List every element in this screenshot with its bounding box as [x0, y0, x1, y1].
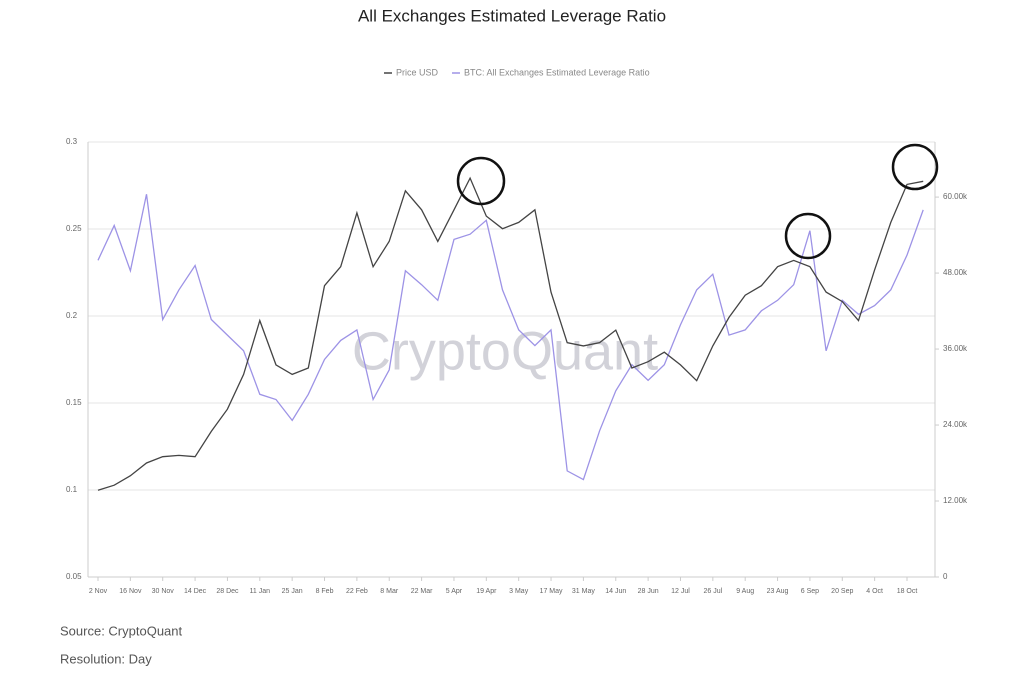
y-tick-label: 0.1: [66, 485, 78, 494]
x-tick-label: 17 May: [540, 588, 563, 595]
x-tick-label: 14 Dec: [184, 588, 207, 595]
x-tick-label: 9 Aug: [736, 588, 754, 595]
x-tick-label: 30 Nov: [152, 588, 175, 595]
x-tick-label: 8 Mar: [380, 588, 399, 595]
resolution: Resolution: Day: [60, 651, 152, 666]
x-tick-label: 2 Nov: [89, 588, 108, 595]
series-line: [97, 194, 924, 481]
highlight-circle: [456, 156, 506, 206]
x-tick-label: 19 Apr: [476, 588, 497, 595]
x-tick-label: 6 Sep: [801, 588, 819, 595]
y2-tick-label: 0: [943, 572, 948, 581]
watermark: CryptoQuant: [352, 321, 658, 381]
y2-tick-label: 12.00k: [943, 496, 968, 505]
x-tick-label: 11 Jan: [250, 588, 271, 595]
x-tick-label: 31 May: [572, 588, 595, 595]
x-tick-label: 26 Jul: [703, 588, 722, 595]
x-tick-label: 5 Apr: [446, 588, 463, 595]
x-tick-label: 23 Aug: [767, 588, 789, 595]
x-tick-label: 20 Sep: [831, 588, 853, 595]
legend-label: Price USD: [396, 67, 439, 77]
x-tick-label: 22 Feb: [346, 588, 368, 595]
highlight-circle: [891, 143, 939, 191]
x-tick-label: 8 Feb: [316, 588, 334, 595]
y-tick-label: 0.2: [66, 311, 78, 320]
legend-label: BTC: All Exchanges Estimated Leverage Ra…: [464, 67, 650, 77]
chart-title: All Exchanges Estimated Leverage Ratio: [358, 6, 666, 25]
y-tick-label: 0.05: [66, 572, 82, 581]
y-tick-label: 0.3: [66, 137, 78, 146]
x-tick-label: 28 Dec: [216, 588, 239, 595]
source: Source: CryptoQuant: [60, 623, 183, 638]
plot: 0.05 0.1 0.15 0.2 0.25 0.3 0 12.00k 24.00k 36.00k…: [66, 137, 968, 595]
x-tick-label: 4 Oct: [866, 588, 883, 595]
x-tick-label: 12 Jul: [671, 588, 690, 595]
x-tick-label: 25 Jan: [282, 588, 303, 595]
x-tick-label: 28 Jun: [638, 588, 659, 595]
y2-tick-label: 36.00k: [943, 344, 968, 353]
y-tick-label: 0.25: [66, 224, 82, 233]
x-tick-label: 3 May: [509, 588, 529, 595]
y2-tick-label: 60.00k: [943, 192, 968, 201]
x-tick-label: 16 Nov: [119, 588, 142, 595]
x-tick-label: 18 Oct: [897, 588, 918, 595]
y2-tick-label: 48.00k: [943, 268, 968, 277]
series-line: [97, 176, 924, 491]
x-tick-label: 14 Jun: [605, 588, 626, 595]
x-tick-label: 22 Mar: [411, 588, 433, 595]
highlight-circle: [784, 212, 832, 260]
y2-tick-label: 24.00k: [943, 420, 968, 429]
y-tick-label: 0.15: [66, 398, 82, 407]
